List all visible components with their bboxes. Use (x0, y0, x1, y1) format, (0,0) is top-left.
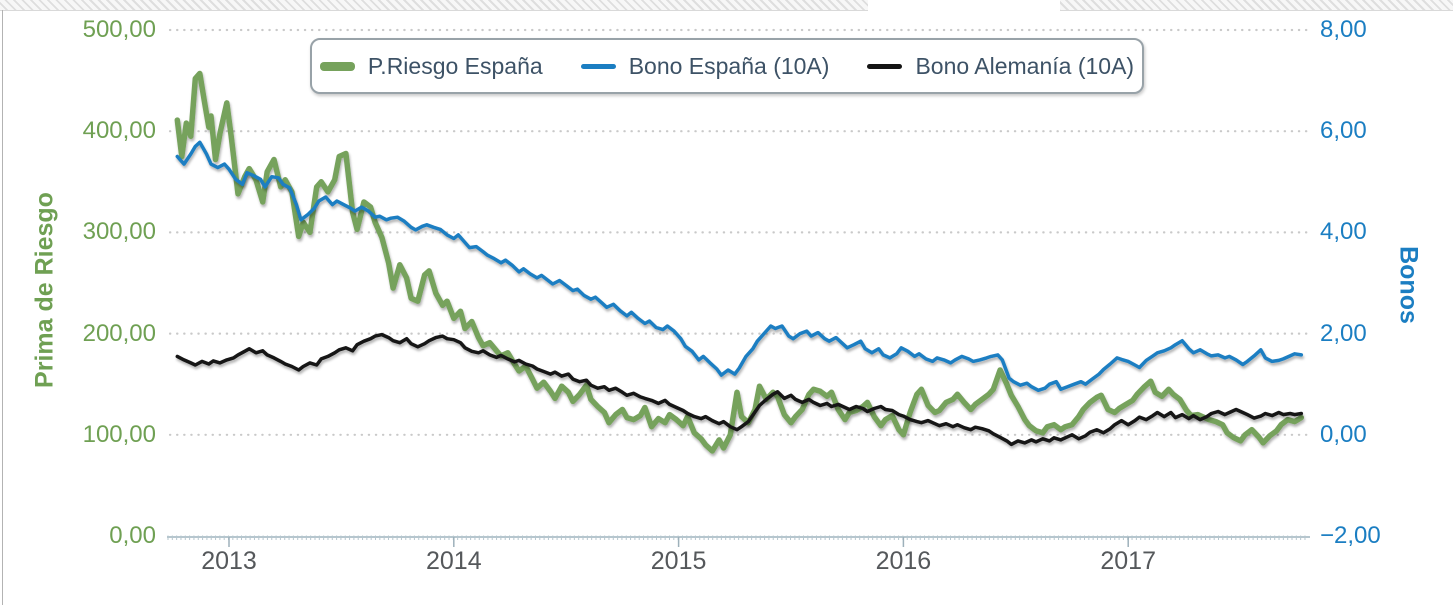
left-axis-tick-label: 0,00 (109, 522, 156, 549)
legend-item-1[interactable]: Bono España (10A) (580, 52, 830, 80)
left-axis-tick-label: 400,00 (82, 117, 156, 145)
x-axis-year-label: 2015 (650, 547, 707, 575)
left-axis-tick-label: 500,00 (82, 16, 156, 43)
legend-swatch-icon (580, 63, 616, 69)
left-axis-tick-label: 300,00 (82, 218, 156, 246)
top-strip-gap (868, 0, 1060, 11)
x-axis-year-label: 2016 (875, 547, 932, 575)
right-axis-tick-label: 8,00 (1320, 16, 1367, 43)
series-line-2[interactable] (175, 332, 1304, 447)
left-axis-tick-label: 100,00 (82, 420, 156, 448)
left-axis-title: Prima de Riesgo (30, 192, 59, 388)
x-axis-year-label: 2014 (425, 547, 482, 575)
right-axis-tick-label: 4,00 (1320, 218, 1367, 246)
right-axis-tick-label: 0,00 (1320, 420, 1367, 448)
legend-item-label: P.Riesgo España (367, 52, 543, 79)
right-axis-tick-label: 6,00 (1320, 117, 1367, 145)
right-axis-tick-label: −2,00 (1320, 522, 1381, 549)
x-axis-year-label: 2017 (1100, 547, 1156, 575)
legend-item-label: Bono España (10A) (628, 52, 830, 79)
top-resize-strip[interactable] (0, 0, 1453, 11)
right-axis-tick-label: 2,00 (1320, 319, 1367, 347)
legend-item-2[interactable]: Bono Alemanía (10A) (867, 53, 1134, 80)
right-axis-title: Bonos (1394, 246, 1423, 324)
left-axis-tick-label: 200,00 (82, 319, 156, 347)
legend-swatch-icon (867, 63, 903, 69)
widget-left-border (2, 10, 3, 605)
legend-swatch-icon (319, 61, 355, 71)
series-line-1[interactable] (175, 140, 1304, 393)
series-line-0[interactable] (174, 70, 1305, 454)
legend-item-label: Bono Alemanía (10A) (915, 52, 1135, 79)
x-axis-year-label: 2013 (201, 547, 257, 575)
legend: P.Riesgo España Bono España (10A) Bono Ale… (310, 38, 1144, 94)
legend-item-0[interactable]: P.Riesgo España (319, 52, 543, 80)
